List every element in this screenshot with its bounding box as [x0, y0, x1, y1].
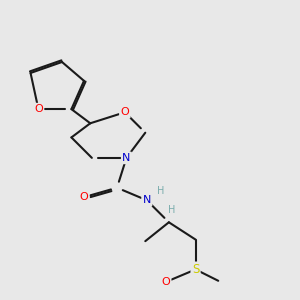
Text: O: O — [121, 107, 129, 117]
Text: H: H — [157, 186, 165, 196]
Text: H: H — [168, 206, 176, 215]
Text: O: O — [34, 104, 43, 114]
Text: O: O — [161, 277, 170, 287]
Text: O: O — [80, 192, 88, 202]
Text: N: N — [122, 153, 130, 163]
Text: S: S — [192, 263, 199, 276]
Text: N: N — [143, 195, 151, 205]
